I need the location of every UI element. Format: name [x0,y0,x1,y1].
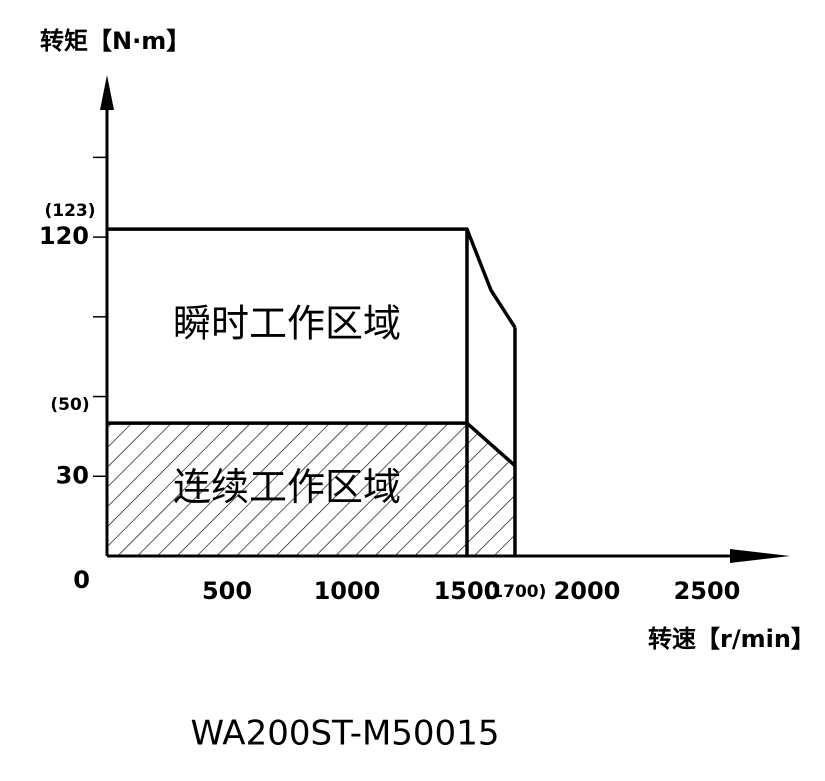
y-axis-label: 转矩【N·m】 [40,27,190,55]
x-tick-label: 1000 [314,577,381,605]
region-label: 连续工作区域 [173,465,401,509]
region-label: 瞬时工作区域 [173,302,401,346]
annotation: (123) [44,201,95,221]
caption: WA200ST-M50015 [191,714,500,754]
x-arrow [730,549,790,563]
x-tick-label: 1500 [434,577,501,605]
hatched-area [107,423,515,556]
x-tick-label: 2000 [554,577,621,605]
y-tick-label: 30 [56,461,89,489]
boundary-line [107,227,517,329]
x-tick-label: (1700) [484,582,547,602]
x-tick-label: 500 [202,577,252,605]
y-arrow [100,75,114,110]
y-tick-label: 120 [39,222,89,250]
y-tick-label: 0 [73,566,90,594]
x-axis-label: 转速【r/min】 [648,625,815,653]
boundary-line [107,421,517,467]
annotation: (50) [50,395,89,415]
x-tick-label: 2500 [674,577,741,605]
